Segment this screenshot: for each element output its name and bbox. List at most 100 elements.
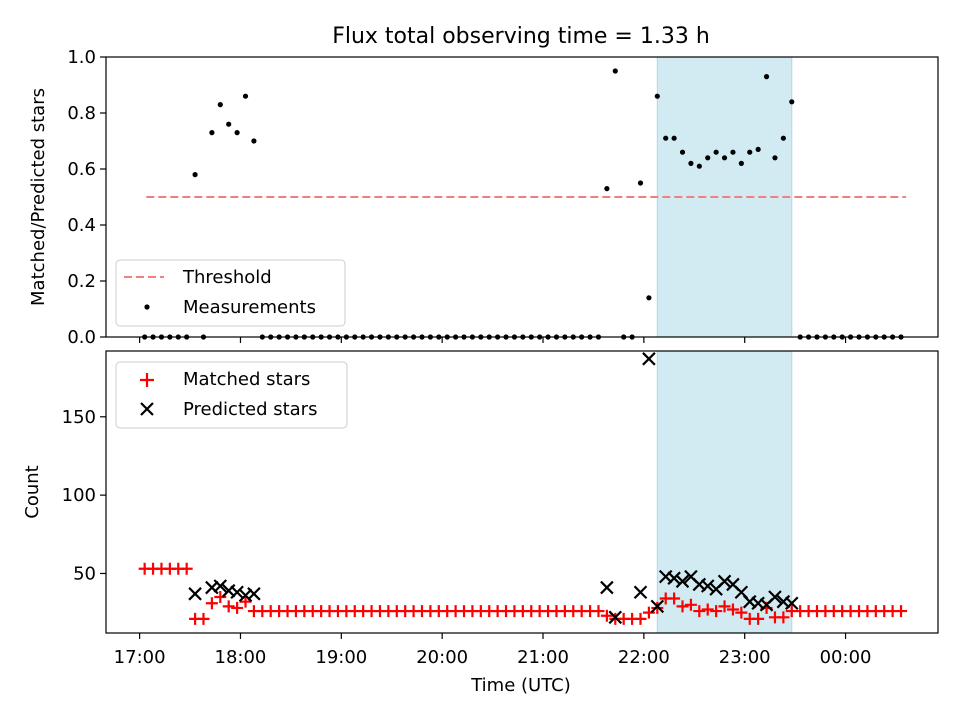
measurement-point	[234, 130, 240, 136]
predicted-star-point	[700, 579, 715, 593]
predicted-star-point	[188, 587, 202, 601]
matched-stars-points	[138, 562, 908, 625]
top-legend-box	[115, 259, 346, 327]
measurement-point	[209, 130, 215, 136]
top-y-tick-label: 0.0	[67, 327, 96, 348]
predicted-star-point	[717, 574, 732, 589]
measurement-point	[780, 135, 786, 141]
bottom-legend-box	[115, 361, 348, 429]
measurement-point	[654, 93, 660, 99]
x-tick-label: 22:00	[618, 647, 670, 668]
matched-star-point	[634, 612, 647, 625]
measurement-point	[217, 102, 223, 108]
top-legend: Threshold Measurements	[115, 259, 346, 327]
measurement-point	[772, 155, 778, 161]
matched-star-point	[668, 592, 681, 605]
top-y-axis-label: Matched/Predicted stars	[28, 88, 49, 306]
top-y-tick-label: 0.6	[67, 159, 96, 180]
top-y-tick-label: 0.8	[67, 103, 96, 124]
top-y-tick-label: 0.4	[67, 215, 96, 236]
x-tick-label: 18:00	[215, 647, 267, 668]
legend-threshold-label: Threshold	[182, 267, 272, 288]
measurement-point	[688, 160, 694, 166]
legend-matched-swatch	[140, 373, 154, 387]
predicted-star-point	[650, 599, 665, 614]
x-tick-label: 19:00	[315, 647, 367, 668]
matched-star-point	[777, 611, 790, 624]
matched-star-point	[895, 605, 908, 618]
predicted-star-point	[608, 610, 623, 625]
predicted-star-point	[768, 590, 782, 604]
measurement-point	[713, 149, 719, 155]
matched-star-point	[693, 605, 706, 618]
measurement-point	[763, 74, 770, 80]
top-y-tick-label: 1.0	[67, 47, 96, 68]
x-axis-label: Time (UTC)	[470, 675, 571, 696]
matched-star-point	[239, 595, 252, 608]
x-tick-label: 17:00	[114, 647, 166, 668]
measurement-point	[242, 93, 249, 99]
measurement-point	[612, 68, 618, 74]
legend-measurements-label: Measurements	[183, 297, 316, 318]
bottom-y-ticks: 50 100 150	[62, 407, 106, 584]
measurement-point	[738, 160, 744, 166]
top-y-ticks: 0.0 0.2 0.4 0.6 0.8 1.0	[67, 47, 106, 348]
matched-star-point	[600, 609, 613, 622]
measurement-point	[646, 295, 652, 301]
measurement-point	[696, 163, 702, 169]
measurement-point	[721, 155, 728, 161]
legend-matched-label: Matched stars	[183, 369, 310, 390]
measurement-point	[671, 135, 677, 141]
chart-title: Flux total observing time = 1.33 h	[332, 24, 710, 49]
matched-star-point	[735, 606, 748, 619]
matched-star-point	[651, 601, 664, 614]
top-x-ticks	[139, 337, 847, 343]
predicted-star-point	[642, 352, 656, 366]
measurement-point	[730, 149, 736, 155]
legend-measurements-swatch	[144, 304, 150, 310]
top-y-tick-label: 0.2	[67, 271, 96, 292]
predicted-star-point	[247, 587, 261, 601]
measurement-point	[679, 149, 686, 155]
measurement-point	[747, 149, 753, 155]
x-tick-label: 20:00	[416, 647, 468, 668]
measurement-point	[637, 180, 644, 186]
legend-predicted-label: Predicted stars	[183, 399, 317, 420]
measurement-point	[226, 121, 232, 127]
matched-star-point	[718, 600, 731, 613]
bottom-panel: 50 100 150 17:00 18:00 19:00 20:00 21:00 22:00 2…	[22, 350, 939, 696]
top-axes-frame	[105, 56, 939, 338]
measurement-point	[604, 186, 610, 192]
top-panel: 0.0 0.2 0.4 0.6 0.8 1.0 Matched/Predicted sta…	[28, 47, 939, 348]
predicted-star-point	[230, 585, 244, 600]
matched-star-point	[726, 603, 739, 616]
matched-star-point	[205, 597, 218, 610]
measurement-point	[663, 135, 669, 141]
matched-star-point	[214, 590, 227, 603]
matched-star-point	[701, 603, 714, 616]
predicted-star-point	[205, 580, 219, 595]
predicted-stars-points	[188, 352, 799, 625]
x-tick-label: 23:00	[719, 647, 771, 668]
bottom-y-tick-label: 100	[62, 485, 96, 506]
predicted-star-point	[600, 580, 614, 595]
bottom-y-tick-label: 50	[73, 563, 96, 584]
x-tick-label: 00:00	[820, 647, 872, 668]
bottom-shaded-interval	[656, 350, 793, 634]
predicted-star-point	[633, 585, 648, 600]
matched-star-point	[197, 612, 210, 625]
bottom-x-ticks: 17:00 18:00 19:00 20:00 21:00 22:00 23:00 00:00	[114, 633, 872, 668]
measurement-point	[755, 146, 761, 152]
predicted-star-point	[675, 574, 690, 589]
matched-star-point	[642, 606, 655, 619]
bottom-legend: Matched stars Predicted stars	[115, 361, 348, 429]
matched-star-point	[710, 605, 723, 618]
matched-star-point	[592, 605, 605, 618]
predicted-star-point	[213, 579, 228, 593]
measurement-point	[251, 138, 257, 144]
measurement-point	[192, 172, 198, 178]
matched-star-point	[752, 612, 765, 625]
bottom-y-tick-label: 150	[62, 407, 96, 428]
matched-star-point	[231, 601, 244, 614]
